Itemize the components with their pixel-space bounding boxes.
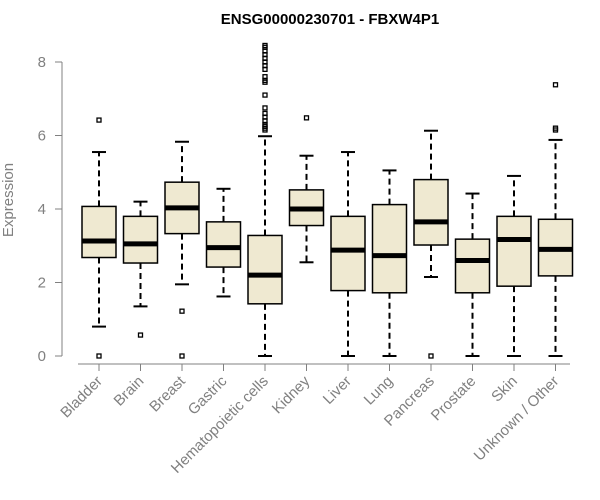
box-skin bbox=[496, 215, 532, 287]
outlier-point bbox=[96, 353, 102, 359]
y-tick-label: 8 bbox=[38, 54, 46, 71]
y-axis-ticks: 0 2 4 6 8 bbox=[38, 54, 62, 365]
outlier-point bbox=[179, 308, 185, 314]
x-tick-label: Liver bbox=[320, 373, 355, 408]
box-prostate bbox=[454, 238, 491, 294]
y-tick-label: 6 bbox=[38, 128, 46, 145]
box-liver bbox=[330, 215, 366, 292]
y-tick-label: 0 bbox=[38, 348, 46, 365]
box-bladder bbox=[81, 205, 117, 259]
outlier-point bbox=[303, 115, 310, 121]
x-tick-label: Brain bbox=[111, 373, 148, 410]
x-tick-label: Kidney bbox=[269, 372, 314, 417]
outlier-point bbox=[428, 353, 434, 359]
outlier-point bbox=[552, 82, 559, 88]
box-hematopoietic-cells bbox=[247, 234, 283, 305]
x-tick-label: Breast bbox=[146, 372, 189, 415]
x-tick-label: Bladder bbox=[57, 373, 106, 422]
x-tick-label: Lung bbox=[361, 373, 397, 409]
box-pancreas bbox=[413, 178, 449, 246]
box-gastric bbox=[205, 221, 242, 268]
outlier-point bbox=[262, 92, 268, 98]
chart-title: ENSG00000230701 - FBXW4P1 bbox=[221, 11, 439, 28]
y-tick-label: 4 bbox=[38, 201, 46, 218]
y-axis-label: Expression bbox=[0, 163, 17, 237]
box-series bbox=[81, 42, 574, 359]
box-lung bbox=[371, 203, 408, 294]
x-tick-label: Skin bbox=[488, 373, 521, 406]
outlier-point bbox=[552, 125, 559, 131]
outlier-point bbox=[262, 110, 268, 117]
outlier-point bbox=[262, 105, 268, 111]
outlier-point bbox=[262, 42, 268, 49]
x-tick-label: Prostate bbox=[428, 373, 480, 425]
outlier-point bbox=[137, 332, 144, 338]
box-brain bbox=[122, 215, 159, 264]
outlier-point bbox=[179, 353, 185, 359]
y-tick-label: 2 bbox=[38, 275, 46, 292]
outlier-point bbox=[262, 74, 268, 80]
outlier-point bbox=[96, 117, 102, 123]
